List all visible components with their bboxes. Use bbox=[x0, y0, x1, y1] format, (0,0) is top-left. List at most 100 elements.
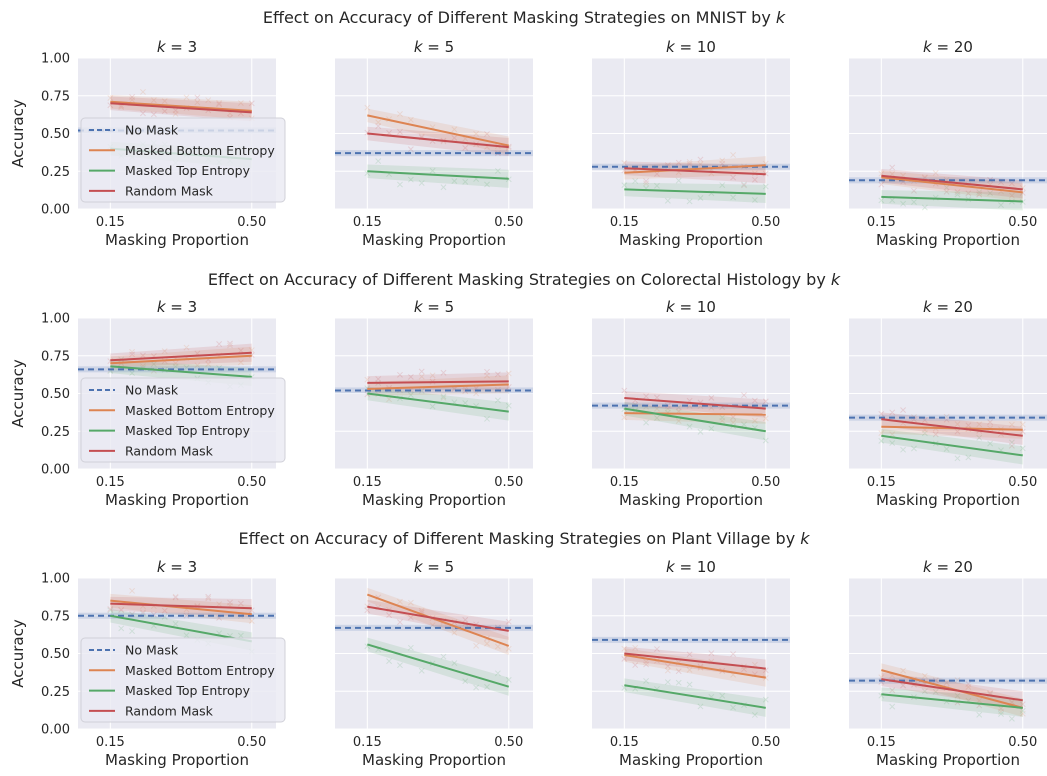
scatter-point bbox=[889, 440, 896, 447]
scatter-point bbox=[697, 156, 704, 163]
scatter-point bbox=[1008, 180, 1015, 187]
scatter-point bbox=[621, 182, 628, 189]
scatter-point bbox=[107, 606, 114, 613]
scatter-point bbox=[397, 371, 403, 378]
scatter-point bbox=[911, 445, 917, 452]
scatter-point bbox=[375, 376, 382, 382]
legend-box bbox=[80, 377, 286, 463]
scatter-point bbox=[741, 181, 747, 188]
scatter-point bbox=[451, 134, 458, 141]
scatter-point bbox=[248, 618, 255, 624]
row-title-text: Effect on Accuracy of Different Masking … bbox=[263, 8, 776, 27]
scatter-point bbox=[878, 437, 885, 444]
scatter-point bbox=[762, 415, 769, 422]
x-tick-label: 0.50 bbox=[751, 475, 780, 490]
scatter-point bbox=[183, 612, 190, 619]
scatter-point bbox=[375, 123, 382, 130]
scatter-point bbox=[227, 342, 233, 349]
scatter-point bbox=[686, 160, 693, 167]
scatter-point bbox=[418, 607, 425, 614]
scatter-point bbox=[205, 595, 212, 602]
legend: No Mask Masked Bottom Entropy Masked Top E… bbox=[80, 637, 286, 723]
series-line-top bbox=[881, 195, 1023, 203]
scatter-point bbox=[1008, 192, 1015, 199]
scatter-point bbox=[621, 414, 628, 421]
panel-title: k = 3 bbox=[157, 38, 197, 56]
scatter-point bbox=[675, 418, 682, 424]
y-tick-label: 1.00 bbox=[41, 312, 70, 327]
legend-label: Masked Top Entropy bbox=[125, 163, 251, 178]
confidence-band bbox=[624, 182, 766, 203]
scatter-point bbox=[708, 394, 715, 401]
legend-label: Masked Top Entropy bbox=[125, 683, 251, 698]
scatter-point bbox=[150, 111, 157, 118]
scatter-point bbox=[719, 414, 726, 421]
panel-title-value: = 10 bbox=[675, 558, 716, 576]
scatter-point bbox=[976, 189, 983, 196]
scatter-point bbox=[150, 97, 157, 104]
scatter-point bbox=[1008, 715, 1015, 722]
scatter-point bbox=[719, 157, 726, 164]
scatter-point bbox=[172, 110, 179, 117]
scatter-point bbox=[932, 677, 939, 684]
series-line-random bbox=[881, 678, 1023, 702]
scatter-point bbox=[632, 662, 639, 669]
confidence-band bbox=[624, 401, 766, 441]
y-tick-label: 0.75 bbox=[41, 89, 70, 104]
scatter-point bbox=[129, 351, 136, 358]
scatter-point bbox=[643, 180, 650, 187]
row-title-k: k bbox=[831, 270, 841, 289]
scatter-point bbox=[172, 363, 179, 370]
x-tick-label: 0.50 bbox=[751, 215, 780, 230]
series-line-bottom bbox=[366, 593, 510, 647]
series-line-random bbox=[110, 351, 252, 362]
scatter-point bbox=[397, 111, 403, 117]
series-line-top bbox=[367, 170, 509, 180]
scatter-point bbox=[107, 606, 114, 613]
legend: No Mask Masked Bottom Entropy Masked Top E… bbox=[80, 377, 286, 463]
scatter-point bbox=[900, 200, 907, 207]
scatter-point bbox=[237, 100, 244, 107]
y-tick-label: 0.00 bbox=[41, 203, 70, 218]
scatter-point bbox=[932, 688, 939, 695]
scatter-point bbox=[407, 599, 414, 606]
scatter-point bbox=[643, 661, 650, 668]
x-tick-label: 0.15 bbox=[610, 735, 639, 750]
scatter-point bbox=[484, 131, 490, 137]
scatter-point bbox=[129, 370, 136, 377]
scatter-point bbox=[397, 619, 403, 626]
series-line-top bbox=[624, 407, 766, 433]
y-tick-label: 0.25 bbox=[41, 425, 70, 440]
scatter-point bbox=[643, 658, 650, 665]
scatter-point bbox=[172, 594, 179, 601]
scatter-point bbox=[943, 184, 950, 191]
scatter-point bbox=[643, 178, 650, 184]
panel-title: k = 20 bbox=[923, 558, 973, 576]
scatter-point bbox=[719, 182, 726, 189]
confidence-band bbox=[881, 190, 1023, 211]
y-tick-label: 0.25 bbox=[41, 685, 70, 700]
panel-title-value: = 3 bbox=[166, 558, 198, 576]
series-line-random bbox=[624, 397, 766, 410]
scatter-point bbox=[976, 434, 983, 441]
confidence-band bbox=[367, 164, 509, 188]
x-axis-label: Masking Proportion bbox=[362, 231, 506, 249]
panel-title-k: k bbox=[923, 298, 933, 316]
x-tick-label: 0.50 bbox=[1008, 215, 1037, 230]
scatter-point bbox=[621, 387, 628, 394]
confidence-band bbox=[110, 346, 252, 371]
scatter-point bbox=[418, 667, 425, 674]
scatter-point bbox=[129, 94, 136, 100]
scatter-point bbox=[686, 402, 693, 409]
scatter-point bbox=[397, 662, 403, 669]
scatter-point bbox=[494, 371, 501, 378]
confidence-band bbox=[110, 96, 252, 122]
scatter-point bbox=[484, 415, 490, 422]
scatter-point bbox=[172, 107, 179, 114]
scatter-point bbox=[900, 667, 907, 674]
no-mask-band bbox=[335, 150, 533, 157]
scatter-point bbox=[505, 370, 512, 377]
